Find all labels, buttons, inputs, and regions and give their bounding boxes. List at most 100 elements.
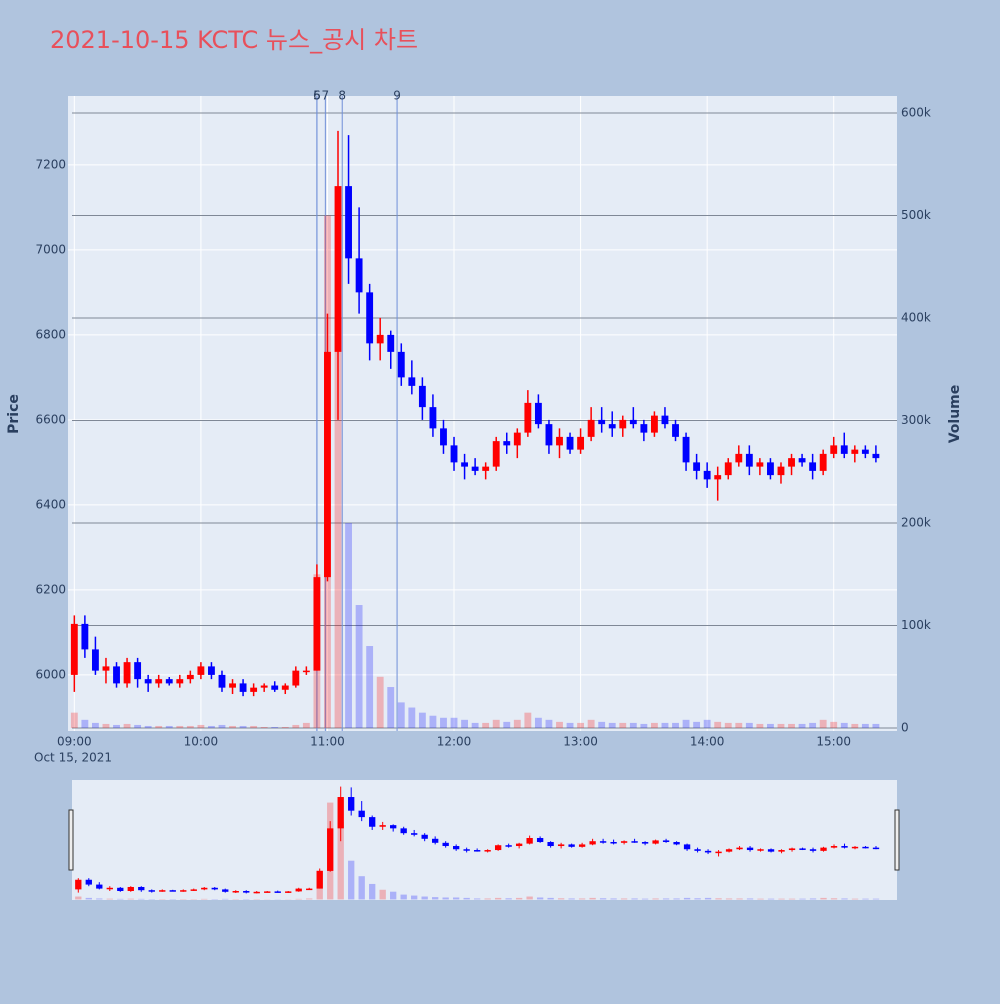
candle-body bbox=[377, 335, 384, 344]
candle-body bbox=[356, 258, 363, 292]
volume-bar bbox=[767, 724, 774, 728]
candle-body bbox=[75, 880, 81, 890]
candle-body bbox=[640, 424, 647, 433]
volume-bar bbox=[419, 713, 426, 728]
candle-body bbox=[589, 841, 595, 844]
volume-bar bbox=[830, 722, 837, 728]
candle-body bbox=[419, 386, 426, 407]
candle-body bbox=[103, 666, 110, 670]
volume-bar bbox=[778, 724, 785, 728]
candle-body bbox=[191, 889, 197, 891]
volume-bar bbox=[71, 713, 78, 728]
candle-body bbox=[296, 889, 302, 892]
volume-bar bbox=[693, 722, 700, 728]
candle-body bbox=[516, 844, 522, 846]
candle-body bbox=[851, 450, 858, 454]
candle-body bbox=[317, 871, 323, 889]
candle-body bbox=[799, 458, 806, 462]
candle-body bbox=[138, 887, 144, 890]
candle-body bbox=[180, 890, 186, 892]
volume-bar bbox=[746, 723, 753, 728]
candle-body bbox=[348, 797, 354, 811]
candle-body bbox=[208, 666, 215, 675]
candle-body bbox=[432, 839, 438, 843]
volume-bar bbox=[240, 726, 247, 728]
volume-bar bbox=[390, 892, 396, 900]
volume-bar bbox=[726, 898, 732, 899]
news-label: 9 bbox=[393, 89, 401, 103]
candle-body bbox=[820, 848, 826, 851]
volume-bar bbox=[725, 723, 732, 728]
candle-body bbox=[472, 467, 479, 471]
candle-body bbox=[463, 849, 469, 851]
volume-bar bbox=[651, 723, 658, 728]
news-label: 8 bbox=[338, 89, 346, 103]
volume-bar bbox=[524, 713, 531, 728]
volume-bar bbox=[197, 725, 204, 728]
candle-body bbox=[222, 889, 228, 891]
candle-body bbox=[621, 841, 627, 843]
y2-tick-label: 400k bbox=[901, 311, 931, 325]
volume-bar bbox=[579, 898, 585, 899]
volume-bar bbox=[107, 899, 113, 900]
candle-body bbox=[747, 848, 753, 850]
y-tick-label: 7000 bbox=[35, 242, 66, 256]
volume-bar bbox=[621, 898, 627, 899]
candle-body bbox=[306, 889, 312, 891]
range-slider[interactable] bbox=[72, 780, 897, 900]
volume-bar bbox=[862, 724, 869, 728]
candle-body bbox=[292, 671, 299, 686]
candle-body bbox=[387, 335, 394, 352]
candle-body bbox=[176, 679, 183, 683]
candle-body bbox=[254, 892, 260, 894]
y-tick-label: 7200 bbox=[35, 157, 66, 171]
candle-body bbox=[285, 891, 291, 893]
candle-body bbox=[212, 888, 218, 890]
candle-body bbox=[788, 458, 795, 467]
volume-bar bbox=[103, 724, 110, 728]
candle-body bbox=[71, 624, 78, 675]
volume-bar bbox=[705, 898, 711, 900]
volume-bar bbox=[155, 726, 162, 728]
volume-bar bbox=[809, 723, 816, 728]
candle-body bbox=[631, 841, 637, 843]
candle-body bbox=[187, 675, 194, 679]
volume-bar bbox=[505, 898, 511, 899]
candle-body bbox=[810, 849, 816, 851]
volume-bar bbox=[398, 702, 405, 728]
y2-tick-label: 200k bbox=[901, 516, 931, 530]
volume-bar bbox=[799, 899, 805, 900]
candle-body bbox=[134, 662, 141, 679]
slider-handle[interactable] bbox=[69, 810, 73, 870]
volume-bar bbox=[768, 899, 774, 900]
volume-bar bbox=[640, 724, 647, 728]
candle-body bbox=[820, 454, 827, 471]
volume-bar bbox=[303, 723, 310, 728]
volume-bar bbox=[778, 899, 784, 900]
volume-bar bbox=[472, 723, 479, 728]
candle-body bbox=[149, 890, 155, 892]
volume-bar bbox=[345, 523, 352, 728]
volume-bar bbox=[430, 716, 437, 728]
volume-bar bbox=[222, 899, 228, 900]
candle-body bbox=[408, 377, 415, 386]
volume-bar bbox=[537, 898, 543, 900]
volume-bar bbox=[493, 720, 500, 728]
candle-body bbox=[598, 420, 605, 424]
volume-bar bbox=[714, 722, 721, 728]
volume-bar bbox=[411, 896, 417, 900]
candle-body bbox=[768, 849, 774, 851]
volume-bar bbox=[432, 897, 438, 899]
volume-bar bbox=[516, 898, 522, 900]
candle-body bbox=[873, 848, 879, 850]
volume-bar bbox=[201, 899, 207, 900]
candle-body bbox=[619, 420, 626, 429]
candle-body bbox=[852, 847, 858, 849]
slider-handle[interactable] bbox=[895, 810, 899, 870]
volume-bar bbox=[820, 720, 827, 728]
candle-body bbox=[201, 888, 207, 890]
volume-bar bbox=[495, 898, 501, 900]
candle-body bbox=[482, 467, 489, 471]
y-tick-label: 6200 bbox=[35, 582, 66, 596]
